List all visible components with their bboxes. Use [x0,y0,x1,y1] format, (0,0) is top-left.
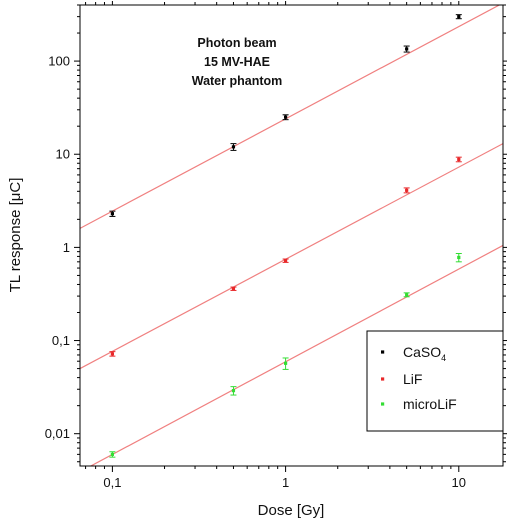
data-point-lif [109,351,116,357]
x-tick-label: 0,1 [103,475,121,490]
annotation-line-3: Water phantom [192,74,283,88]
data-point-caso [230,143,237,151]
y-axis-title: TL response [μC] [7,178,24,293]
point-marker [457,157,461,162]
data-point-microlif [455,252,462,263]
y-tick-label: 1 [63,240,70,255]
data-point-microlif [282,357,289,370]
point-marker [405,293,409,297]
point-marker [457,15,461,19]
data-point-caso [282,114,289,121]
legend: CaSO4 LiF microLiF [366,330,504,432]
point-marker [283,115,288,119]
point-marker [457,255,461,260]
point-marker [231,389,236,393]
fit-line-caso [80,5,501,229]
data-point-lif [455,156,462,163]
point-marker [405,188,409,192]
point-marker [110,352,115,356]
fit-lines [80,5,503,466]
legend-label-caso4-subscript: 4 [441,353,446,363]
legend-box [366,330,504,432]
legend-label-lif: LiF [403,371,422,387]
point-marker [110,452,115,456]
data-point-microlif [109,451,116,458]
x-tick-label: 10 [452,475,466,490]
y-tick-label: 10 [56,147,70,162]
data-point-caso [403,45,410,53]
legend-label-caso4-main: CaSO [403,344,441,360]
x-axis-ticks: 0,1 1 10 [85,1,466,490]
legend-marker-lif [381,377,385,381]
x-axis-title: Dose [Gy] [258,502,325,519]
data-points [109,14,462,458]
y-tick-label: 0,01 [45,426,70,441]
data-point-microlif [403,292,410,298]
fit-line-microlif [89,244,503,466]
data-point-microlif [230,386,237,396]
legend-marker-microlif [381,402,385,406]
y-tick-label: 0,1 [52,333,70,348]
point-marker [231,287,236,291]
legend-label-microlif: microLiF [403,396,457,412]
annotation-line-1: Photon beam [197,36,276,50]
data-point-caso [455,14,462,20]
legend-label-caso4: CaSO4 [403,344,446,363]
annotation-line-2: 15 MV-HAE [204,55,270,69]
legend-markers [381,350,385,406]
point-marker [405,47,409,51]
point-marker [231,145,236,149]
point-marker [283,361,288,365]
data-point-lif [403,187,410,194]
data-point-caso [109,210,116,217]
y-tick-label: 100 [48,54,70,69]
data-point-lif [230,286,237,291]
data-point-lif [282,258,289,263]
legend-marker-caso [381,350,385,354]
point-marker [110,212,115,216]
x-tick-label: 1 [282,475,289,490]
fit-line-lif [80,143,503,370]
plot-frame [79,4,504,467]
point-marker [283,259,288,263]
